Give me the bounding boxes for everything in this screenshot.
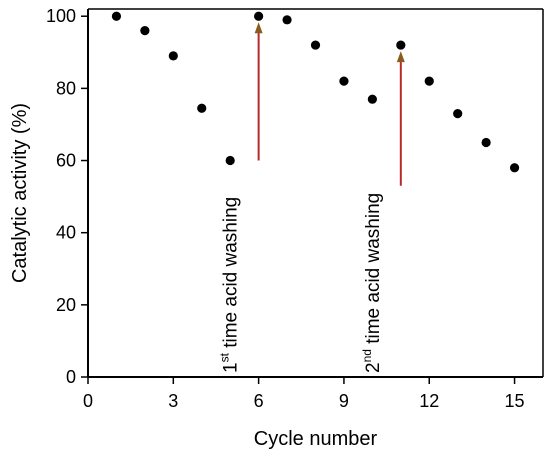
data-point — [254, 11, 264, 21]
y-tick-label: 60 — [56, 151, 76, 171]
data-point — [225, 155, 235, 166]
x-tick-label: 6 — [254, 391, 264, 411]
data-point — [453, 109, 463, 119]
data-point — [339, 76, 349, 86]
data-point — [111, 11, 122, 21]
data-point — [140, 26, 150, 36]
annotation-label: 2nd time acid washing — [360, 193, 384, 373]
x-tick-label: 15 — [505, 391, 525, 411]
y-axis-title: Catalytic activity (%) — [9, 103, 31, 283]
data-points — [111, 11, 520, 173]
data-point — [424, 76, 434, 86]
data-point — [396, 40, 406, 50]
y-tick-label: 0 — [66, 367, 76, 387]
annotation-arrows — [254, 22, 405, 186]
annotation-label: 1st time acid washing — [218, 197, 242, 373]
x-ticks: 0 3 6 9 12 15 — [83, 377, 525, 411]
y-ticks: 0 20 40 60 80 100 — [46, 6, 88, 387]
annotation-arrowhead — [254, 22, 263, 34]
x-tick-label: 9 — [339, 391, 349, 411]
data-point — [509, 163, 520, 173]
x-tick-label: 0 — [83, 391, 93, 411]
y-tick-label: 40 — [56, 223, 76, 243]
y-tick-label: 20 — [56, 295, 76, 315]
data-point — [367, 94, 377, 104]
y-tick-label: 80 — [56, 78, 76, 98]
annotations: 1st time acid washing 2nd time acid washi… — [218, 193, 384, 373]
x-axis-title: Cycle number — [254, 428, 378, 450]
y-tick-label: 100 — [46, 6, 76, 26]
annotation-arrowhead — [396, 51, 405, 63]
data-point — [481, 137, 491, 148]
x-tick-label: 3 — [168, 391, 178, 411]
data-point — [310, 40, 321, 50]
axes — [87, 8, 544, 378]
data-point — [197, 103, 207, 113]
data-point — [168, 51, 178, 61]
x-tick-label: 12 — [419, 391, 439, 411]
data-point — [282, 15, 292, 25]
